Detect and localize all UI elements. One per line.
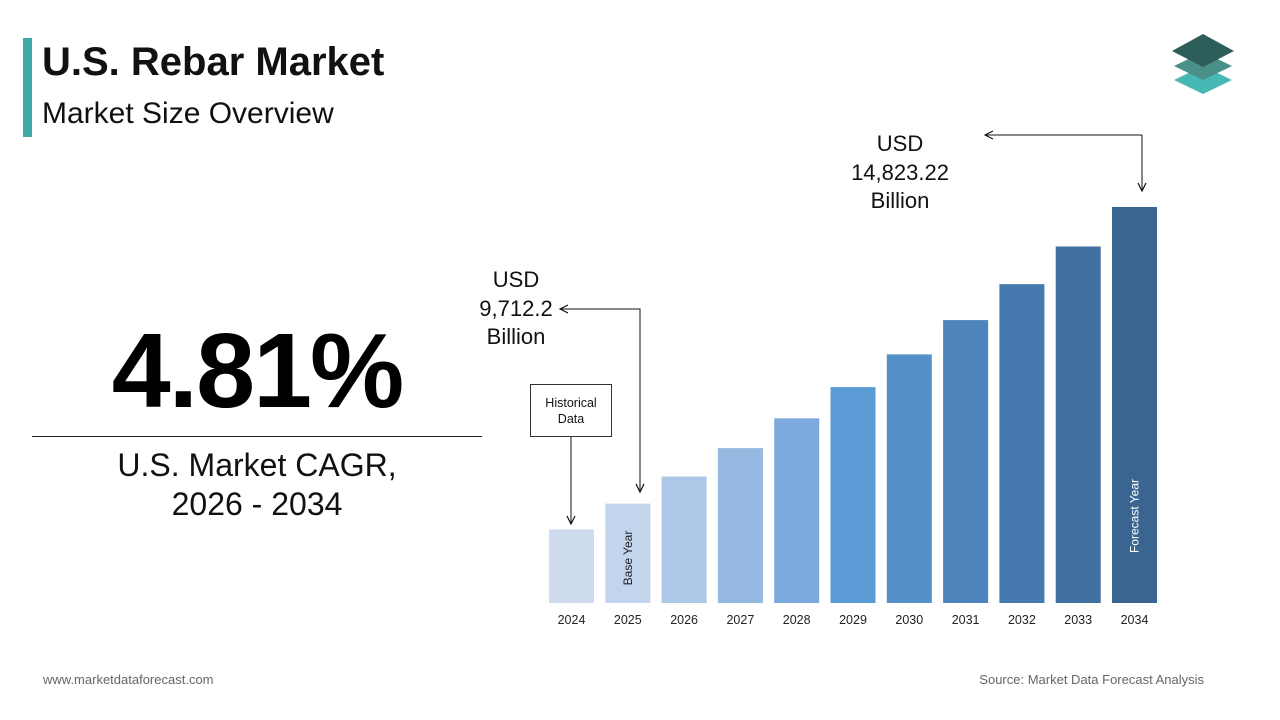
bar-2027	[717, 448, 763, 603]
title-accent-bar	[23, 38, 32, 137]
base-callout-line3: Billion	[486, 324, 546, 349]
forecast-year-label: Forecast Year	[1128, 479, 1142, 553]
base-callout-line1: USD	[492, 267, 540, 292]
x-tick-label-2028: 2028	[783, 613, 811, 627]
x-tick-label-2034: 2034	[1121, 613, 1149, 627]
page-title: U.S. Rebar Market	[42, 40, 385, 84]
base-year-arrow	[560, 309, 641, 492]
x-tick-label-2030: 2030	[895, 613, 923, 627]
base-year-label: Base Year	[621, 531, 635, 586]
cagr-divider	[32, 436, 482, 437]
forecast-callout-line1: USD	[876, 131, 924, 156]
cagr-value: 4.81%	[111, 312, 405, 430]
cagr-label-line2: 2026 - 2034	[171, 486, 343, 522]
x-tick-label-2033: 2033	[1064, 613, 1092, 627]
page-subtitle: Market Size Overview	[42, 97, 334, 130]
cagr-label: U.S. Market CAGR, 2026 - 2034	[32, 446, 482, 524]
bar-2033	[1055, 246, 1101, 603]
cagr-label-line1: U.S. Market CAGR,	[117, 447, 397, 483]
x-tick-label-2025: 2025	[614, 613, 642, 627]
bar-2025	[605, 503, 651, 603]
x-tick-label-2026: 2026	[670, 613, 698, 627]
x-tick-label-2027: 2027	[726, 613, 754, 627]
bar-2034	[1112, 207, 1157, 603]
historical-box-line2: Data	[557, 411, 585, 426]
forecast-callout-line2: 14,823.22	[851, 159, 949, 185]
base-year-callout: USD 9,712.2 Billion	[466, 266, 566, 352]
x-tick-label-2029: 2029	[839, 613, 867, 627]
x-tick-label-2031: 2031	[952, 613, 980, 627]
historical-box-line1: Historical	[545, 395, 597, 410]
bar-2029	[830, 387, 876, 603]
bar-2026	[661, 476, 707, 603]
footer-source: Source: Market Data Forecast Analysis	[979, 672, 1204, 687]
bar-2031	[943, 320, 989, 603]
base-callout-line2: 9,712.2	[479, 295, 553, 321]
layered-stack-logo-icon	[1172, 34, 1234, 94]
bar-2028	[774, 418, 820, 603]
historical-data-box: Historical Data	[530, 384, 612, 437]
x-tick-label-2024: 2024	[558, 613, 586, 627]
bar-2024	[549, 529, 594, 603]
bar-2030	[886, 354, 932, 603]
footer-website: www.marketdataforecast.com	[43, 672, 214, 687]
bar-2032	[999, 284, 1045, 603]
x-tick-label-2032: 2032	[1008, 613, 1036, 627]
forecast-callout-line3: Billion	[870, 188, 930, 213]
forecast-year-callout: USD 14,823.22 Billion	[830, 130, 970, 216]
